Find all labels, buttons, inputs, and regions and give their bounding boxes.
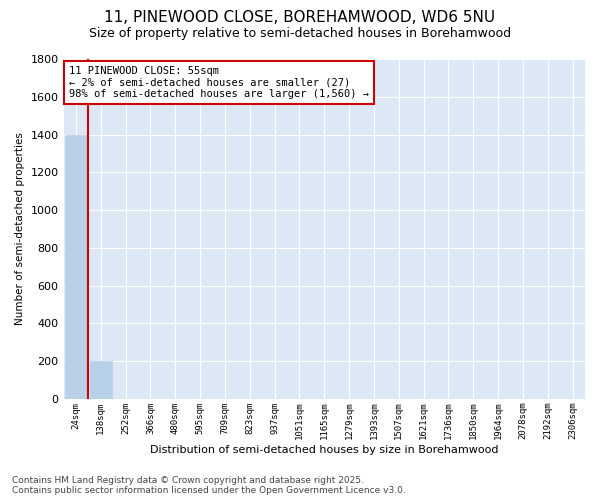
X-axis label: Distribution of semi-detached houses by size in Borehamwood: Distribution of semi-detached houses by … [150, 445, 499, 455]
Bar [65, 134, 87, 399]
Text: Contains HM Land Registry data © Crown copyright and database right 2025.
Contai: Contains HM Land Registry data © Crown c… [12, 476, 406, 495]
Y-axis label: Number of semi-detached properties: Number of semi-detached properties [15, 132, 25, 326]
Text: 11, PINEWOOD CLOSE, BOREHAMWOOD, WD6 5NU: 11, PINEWOOD CLOSE, BOREHAMWOOD, WD6 5NU [104, 10, 496, 25]
Text: 11 PINEWOOD CLOSE: 55sqm
← 2% of semi-detached houses are smaller (27)
98% of se: 11 PINEWOOD CLOSE: 55sqm ← 2% of semi-de… [69, 66, 369, 99]
Text: Size of property relative to semi-detached houses in Borehamwood: Size of property relative to semi-detach… [89, 28, 511, 40]
Bar [89, 362, 112, 399]
